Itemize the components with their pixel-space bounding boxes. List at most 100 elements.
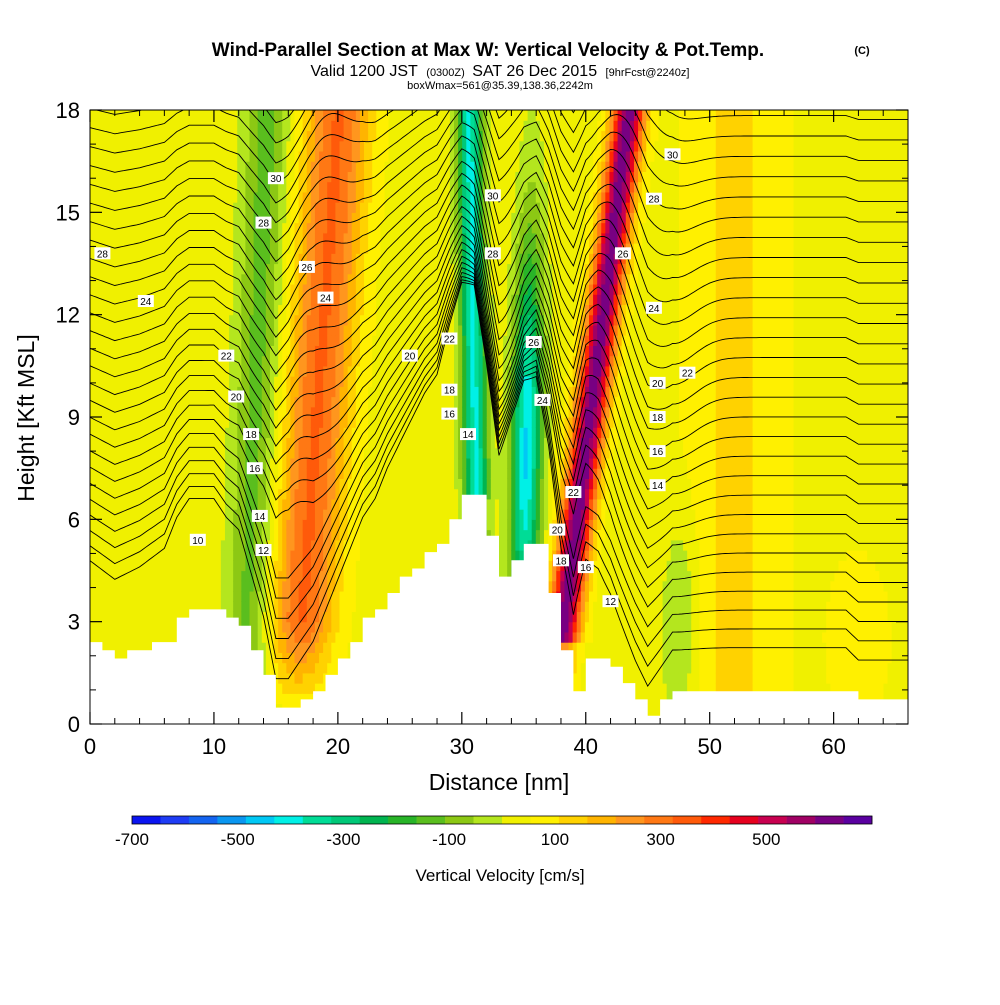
velocity-cell [179,498,185,510]
velocity-cell [184,519,189,531]
velocity-cell [368,355,373,367]
velocity-cell [114,631,120,643]
velocity-cell [134,222,140,234]
velocity-cell [372,509,377,520]
velocity-cell [143,611,148,623]
velocity-cell [122,652,128,664]
velocity-cell [114,232,120,244]
velocity-cell [376,376,381,387]
velocity-cell [298,150,304,162]
velocity-cell [278,427,283,439]
velocity-cell [298,488,304,500]
velocity-cell [400,509,406,520]
velocity-cell [314,273,320,285]
velocity-cell [421,427,426,439]
velocity-cell [380,253,386,265]
velocity-cell [167,539,173,551]
velocity-cell [212,550,218,561]
velocity-cell [368,161,373,172]
velocity-cell [196,345,202,357]
velocity-cell [384,150,390,162]
velocity-cell [220,253,226,265]
velocity-cell [179,202,185,213]
velocity-cell [134,611,140,623]
velocity-cell [155,519,161,531]
velocity-cell [282,662,287,674]
velocity-cell [261,243,267,254]
velocity-cell [233,427,238,439]
velocity-cell [224,283,230,295]
velocity-cell [347,335,353,346]
velocity-cell [282,672,287,684]
velocity-cell [245,120,251,132]
velocity-cell [122,232,128,244]
velocity-cell [98,263,103,275]
velocity-cell [376,335,381,346]
velocity-cell [245,150,251,162]
velocity-cell [290,283,296,295]
velocity-cell [110,283,116,295]
velocity-cell [110,447,116,459]
velocity-cell [298,304,304,316]
velocity-cell [200,294,206,306]
velocity-cell [175,468,181,479]
velocity-cell [404,150,410,162]
velocity-cell [323,488,328,500]
velocity-cell [159,550,165,561]
velocity-cell [290,550,296,561]
velocity-cell [130,263,136,275]
velocity-cell [175,437,181,449]
velocity-cell [392,417,398,428]
velocity-cell [175,130,181,142]
velocity-cell [392,120,398,132]
velocity-cell [396,447,402,459]
velocity-cell [171,304,177,316]
velocity-cell [269,263,275,275]
velocity-cell [102,560,107,572]
velocity-cell [310,519,316,531]
velocity-cell [179,232,185,244]
velocity-cell [286,273,292,285]
velocity-cell [302,232,308,244]
velocity-cell [380,314,386,326]
velocity-cell [253,529,259,541]
velocity-cell [392,314,398,326]
velocity-cell [335,478,341,490]
velocity-cell [245,243,251,254]
velocity-cell [130,130,136,142]
velocity-cell [216,294,222,306]
velocity-cell [114,150,120,162]
velocity-cell [253,355,259,367]
velocity-cell [380,263,386,275]
velocity-cell [413,365,418,377]
velocity-cell [314,683,320,694]
velocity-cell [400,457,406,469]
velocity-cell [143,580,148,592]
velocity-cell [233,120,238,132]
velocity-cell [139,509,144,520]
velocity-cell [290,580,296,592]
velocity-cell [200,355,206,367]
velocity-cell [319,283,324,295]
velocity-cell [106,191,112,203]
velocity-cell [425,417,431,428]
velocity-cell [339,580,345,592]
velocity-cell [90,130,95,142]
velocity-cell [274,427,279,439]
velocity-cell [286,253,292,265]
velocity-cell [286,529,292,541]
velocity-cell [237,324,242,336]
velocity-cell [175,580,181,592]
velocity-cell [241,283,247,295]
velocity-cell [388,161,394,172]
velocity-cell [212,396,218,408]
velocity-cell [139,427,144,439]
velocity-cell [208,447,214,459]
velocity-cell [368,140,373,152]
velocity-cell [163,243,169,254]
velocity-cell [241,294,247,306]
velocity-cell [224,324,230,336]
velocity-cell [404,396,410,408]
velocity-cell [355,191,361,203]
velocity-cell [179,140,185,152]
